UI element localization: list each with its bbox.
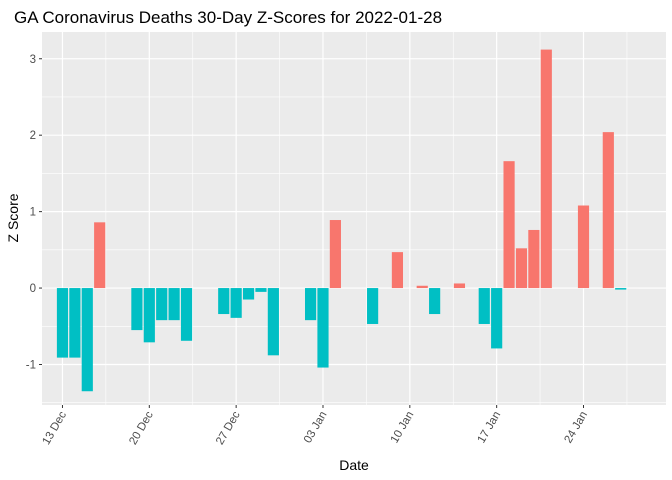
bar-2022-01-25 — [602, 132, 614, 289]
bar-2021-12-23 — [180, 288, 193, 341]
bar-2021-12-14 — [69, 288, 81, 358]
bar-2022-01-16 — [491, 288, 503, 349]
bar-2022-01-10 — [429, 288, 441, 315]
bar-2021-12-13 — [56, 288, 69, 358]
bar-2021-12-16 — [94, 222, 106, 289]
y-axis-title: Z Score — [5, 193, 21, 242]
x-tick-label: 24 Jan — [562, 410, 590, 446]
y-tick-label: -1 — [26, 359, 36, 371]
y-tick-label: 1 — [30, 207, 36, 219]
bar-2022-01-14 — [453, 283, 466, 289]
bar-2022-01-23 — [577, 205, 590, 289]
x-tick-label: 13 Dec — [40, 409, 69, 447]
bar-2021-12-20 — [143, 288, 155, 343]
bar-2022-01-07 — [367, 288, 379, 324]
bar-2021-12-21 — [156, 288, 168, 321]
bar-2022-01-09 — [416, 285, 428, 289]
bar-2022-01-18 — [515, 248, 528, 289]
bar-2022-01-04 — [329, 220, 341, 289]
bars — [56, 49, 639, 392]
bar-2022-01-20 — [540, 49, 552, 289]
bar-2021-12-22 — [168, 288, 180, 321]
bar-2021-12-29 — [255, 288, 267, 292]
y-tick-label: 0 — [30, 283, 36, 295]
bar-2022-01-26 — [615, 288, 627, 290]
bar-2022-01-19 — [528, 229, 540, 289]
bar-2022-01-15 — [478, 288, 490, 324]
bar-2021-12-19 — [131, 288, 143, 331]
bar-2021-12-27 — [230, 288, 242, 318]
bar-2022-01-08 — [391, 252, 404, 289]
x-tick-label: 20 Dec — [127, 409, 156, 447]
bar-2022-01-17 — [503, 161, 515, 289]
bar-2021-12-28 — [242, 288, 255, 300]
x-tick-label: 27 Dec — [214, 409, 243, 447]
bar-2021-12-30 — [267, 288, 279, 356]
x-tick-label: 17 Jan — [476, 410, 504, 446]
plot-panel — [42, 32, 666, 405]
bar-2021-12-15 — [81, 288, 93, 392]
bar-2021-12-26 — [218, 288, 230, 315]
chart-title: GA Coronavirus Deaths 30-Day Z-Scores fo… — [14, 8, 442, 27]
bar-2022-01-03 — [317, 288, 329, 368]
x-axis-title: Date — [339, 457, 369, 473]
x-tick-label: 10 Jan — [389, 410, 417, 446]
bar-2022-01-02 — [304, 288, 317, 321]
x-tick-label: 03 Jan — [302, 410, 330, 446]
y-tick-label: 2 — [30, 130, 36, 142]
y-tick-label: 3 — [30, 54, 36, 66]
